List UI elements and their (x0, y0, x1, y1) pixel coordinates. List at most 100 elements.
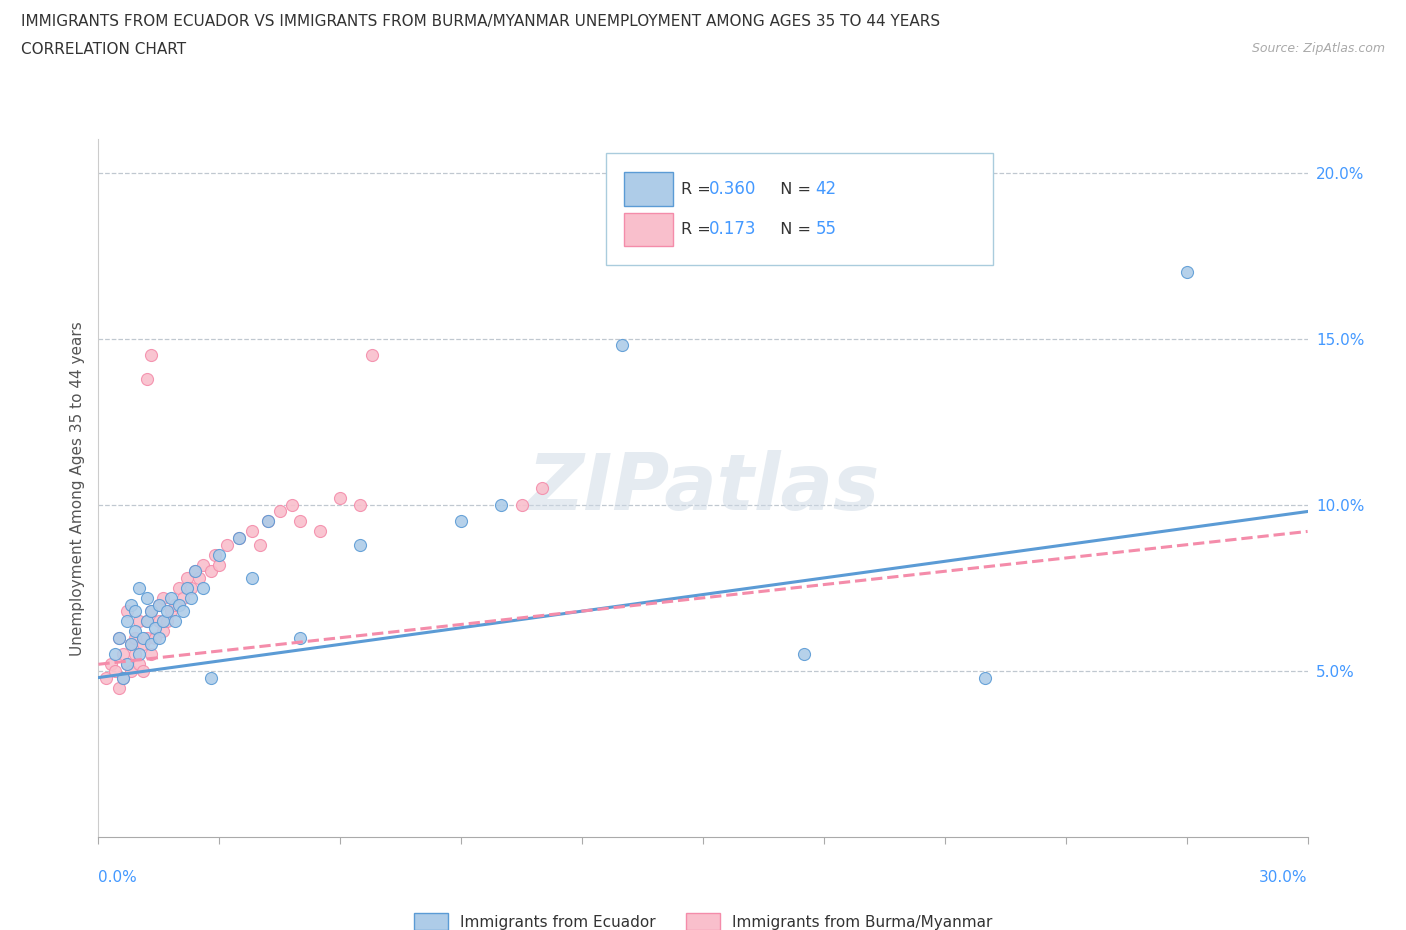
Text: 42: 42 (815, 180, 837, 198)
Point (103, 663, 125, 678)
Point (240, 570, 263, 585)
Point (361, 348, 384, 363)
Point (200, 671, 222, 685)
Point (204, 547, 226, 562)
Point (530, 481, 553, 496)
Point (1175, 265, 1198, 280)
Point (288, 514, 311, 529)
Y-axis label: Unemployment Among Ages 35 to 44 years: Unemployment Among Ages 35 to 44 years (69, 321, 84, 656)
Point (152, 591, 174, 605)
Text: ZIPatlas: ZIPatlas (527, 450, 879, 526)
Point (107, 680, 129, 695)
Point (107, 631, 129, 645)
Point (269, 504, 291, 519)
Point (124, 604, 146, 618)
Point (208, 557, 231, 572)
Text: 55: 55 (815, 220, 837, 238)
Point (208, 547, 231, 562)
Text: 0.173: 0.173 (709, 220, 756, 238)
Point (120, 637, 142, 652)
Point (124, 631, 146, 645)
Point (120, 663, 142, 678)
Text: IMMIGRANTS FROM ECUADOR VS IMMIGRANTS FROM BURMA/MYANMAR UNEMPLOYMENT AMONG AGES: IMMIGRANTS FROM ECUADOR VS IMMIGRANTS FR… (21, 14, 941, 29)
Point (256, 514, 278, 529)
Point (135, 614, 157, 629)
Point (148, 614, 170, 629)
Point (160, 591, 183, 605)
Text: 30.0%: 30.0% (1260, 870, 1308, 884)
Point (139, 604, 162, 618)
Point (143, 620, 166, 635)
Point (349, 538, 371, 552)
Point (288, 631, 311, 645)
FancyBboxPatch shape (624, 213, 673, 246)
Point (281, 498, 304, 512)
Point (612, 338, 634, 352)
Point (228, 531, 250, 546)
Point (152, 614, 174, 629)
Point (115, 657, 138, 671)
Point (139, 647, 162, 662)
Text: Source: ZipAtlas.com: Source: ZipAtlas.com (1251, 42, 1385, 55)
Text: 0.360: 0.360 (709, 180, 756, 198)
Point (217, 538, 239, 552)
Point (228, 531, 250, 546)
Point (156, 604, 179, 618)
Point (240, 524, 263, 538)
Point (200, 564, 222, 578)
Text: N =: N = (769, 222, 815, 237)
Point (120, 637, 142, 652)
Point (172, 604, 194, 618)
Point (120, 597, 142, 612)
Point (139, 348, 162, 363)
Point (180, 591, 202, 605)
Point (111, 671, 134, 685)
Point (135, 591, 157, 605)
Point (148, 631, 170, 645)
Point (135, 631, 157, 645)
Point (115, 614, 138, 629)
Point (329, 491, 352, 506)
Point (100, 657, 122, 671)
Point (132, 663, 155, 678)
Point (103, 647, 125, 662)
Point (163, 597, 186, 612)
Point (176, 570, 198, 585)
Point (309, 524, 332, 538)
Point (111, 671, 134, 685)
Point (256, 514, 278, 529)
Point (156, 614, 179, 629)
Point (132, 631, 155, 645)
Point (128, 647, 150, 662)
Point (450, 514, 472, 529)
Point (132, 637, 155, 652)
Text: R =: R = (682, 181, 716, 196)
Point (128, 614, 150, 629)
FancyBboxPatch shape (606, 153, 993, 265)
Point (167, 580, 190, 595)
Point (184, 564, 207, 578)
Point (184, 564, 207, 578)
Text: N =: N = (769, 181, 815, 196)
Point (96, 671, 118, 685)
Point (491, 498, 513, 512)
Point (180, 580, 202, 595)
Point (152, 624, 174, 639)
Point (128, 580, 150, 595)
FancyBboxPatch shape (624, 172, 673, 206)
Point (167, 597, 190, 612)
Point (160, 604, 183, 618)
Point (172, 591, 194, 605)
Point (115, 604, 138, 618)
Point (111, 647, 134, 662)
Point (249, 538, 271, 552)
Point (143, 631, 166, 645)
Point (349, 498, 371, 512)
Point (135, 371, 157, 386)
Point (107, 631, 129, 645)
Point (193, 580, 215, 595)
Point (124, 647, 146, 662)
Text: CORRELATION CHART: CORRELATION CHART (21, 42, 186, 57)
Point (139, 604, 162, 618)
Point (510, 498, 533, 512)
